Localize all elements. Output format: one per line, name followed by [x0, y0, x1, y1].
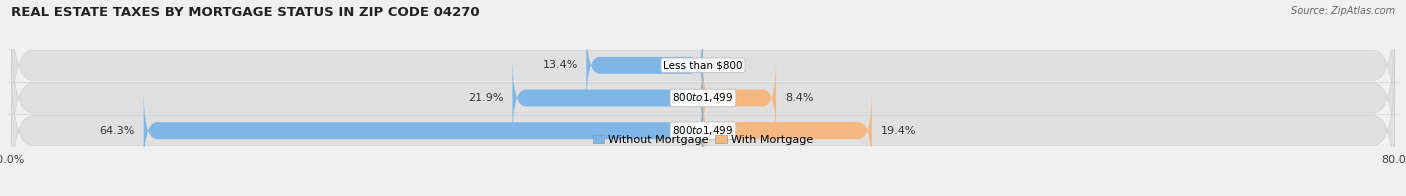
Text: Source: ZipAtlas.com: Source: ZipAtlas.com: [1291, 6, 1395, 16]
Legend: Without Mortgage, With Mortgage: Without Mortgage, With Mortgage: [588, 130, 818, 149]
Text: 8.4%: 8.4%: [785, 93, 813, 103]
Text: 0.0%: 0.0%: [711, 60, 740, 70]
FancyBboxPatch shape: [143, 90, 703, 171]
Text: 21.9%: 21.9%: [468, 93, 503, 103]
Text: Less than $800: Less than $800: [664, 60, 742, 70]
Text: REAL ESTATE TAXES BY MORTGAGE STATUS IN ZIP CODE 04270: REAL ESTATE TAXES BY MORTGAGE STATUS IN …: [11, 6, 479, 19]
Text: 13.4%: 13.4%: [543, 60, 578, 70]
FancyBboxPatch shape: [11, 64, 1395, 196]
FancyBboxPatch shape: [11, 0, 1395, 132]
Text: 64.3%: 64.3%: [100, 126, 135, 136]
Text: 19.4%: 19.4%: [880, 126, 915, 136]
Text: $800 to $1,499: $800 to $1,499: [672, 124, 734, 137]
Text: $800 to $1,499: $800 to $1,499: [672, 92, 734, 104]
FancyBboxPatch shape: [512, 57, 703, 139]
FancyBboxPatch shape: [703, 57, 776, 139]
FancyBboxPatch shape: [586, 25, 703, 106]
FancyBboxPatch shape: [11, 31, 1395, 165]
FancyBboxPatch shape: [703, 90, 872, 171]
